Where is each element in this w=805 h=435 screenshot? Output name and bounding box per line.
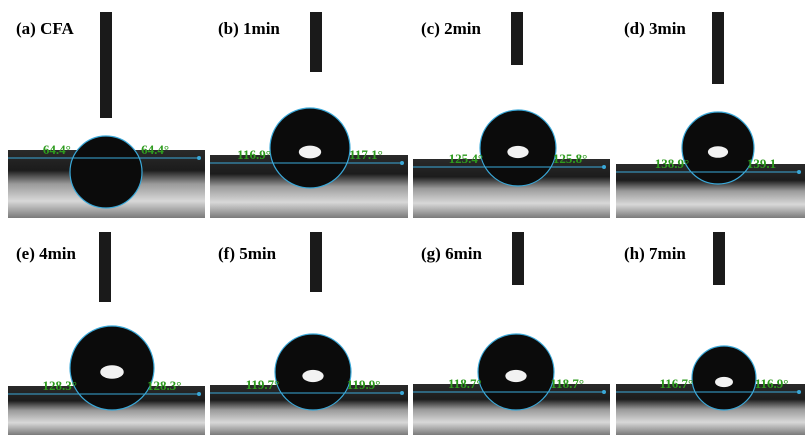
needle [99,232,111,302]
panel-label: (e) 4min [16,244,77,263]
left-angle: 116.9° [237,147,271,162]
left-angle: 128.3° [43,378,77,393]
baseline-dot [400,391,404,395]
panel: (h) 7min 116.7° 116.9° [616,232,805,435]
baseline-dot [602,165,606,169]
reflection [708,146,728,158]
panel-image [8,12,205,218]
right-angle: 125.8° [553,151,587,166]
baseline-dot [400,161,404,165]
reflection [100,365,124,378]
reflection [302,370,323,382]
panel: (d) 3min 138.9° 139.1 [616,12,805,218]
panel: (g) 6min 118.7° 118.7° [413,232,610,435]
right-angle: 128.3° [147,378,181,393]
baseline-dot [797,390,801,394]
panel-label: (c) 2min [421,19,482,38]
panel: (c) 2min 125.4° 125.8° [413,12,610,218]
right-angle: 139.1 [747,156,776,171]
needle [712,12,724,84]
right-angle: 119.9° [347,377,381,392]
right-angle: 64.4° [141,142,169,157]
needle [310,232,322,292]
panel-label: (g) 6min [421,244,482,263]
needle [713,232,725,285]
right-angle: 116.9° [755,376,789,391]
panel: (e) 4min 128.3° 128.3° [8,232,205,435]
panel-label: (d) 3min [624,19,686,38]
left-angle: 125.4° [449,151,483,166]
left-angle: 138.9° [655,156,689,171]
baseline-dot [797,170,801,174]
reflection [507,146,528,158]
right-angle: 118.7° [550,376,584,391]
left-angle: 116.7° [659,376,693,391]
left-angle: 119.7° [246,377,280,392]
reflection [715,377,733,387]
left-angle: 64.4° [43,142,71,157]
needle [100,12,112,118]
left-angle: 118.7° [448,376,482,391]
baseline-dot [197,156,201,160]
panel: (b) 1min 116.9° 117.1° [210,12,408,218]
needle [512,232,524,285]
panel-label: (f) 5min [218,244,277,263]
panel: (f) 5min 119.7° 119.9° [210,232,408,435]
panel: (a) CFA 64.4° 64.4° [8,12,205,218]
panel-image [616,12,805,218]
needle [511,12,523,65]
panel-image [210,12,408,218]
figure: (a) CFA 64.4° 64.4° (b) 1min 116.9° 117.1° (c)… [0,0,805,435]
reflection [505,370,526,382]
panel-label: (b) 1min [218,19,280,38]
needle [310,12,322,72]
panel-image [413,12,610,218]
panel-label: (h) 7min [624,244,686,263]
reflection [299,146,321,159]
baseline-dot [602,390,606,394]
panel-label: (a) CFA [16,19,74,38]
right-angle: 117.1° [349,147,383,162]
baseline-dot [197,392,201,396]
